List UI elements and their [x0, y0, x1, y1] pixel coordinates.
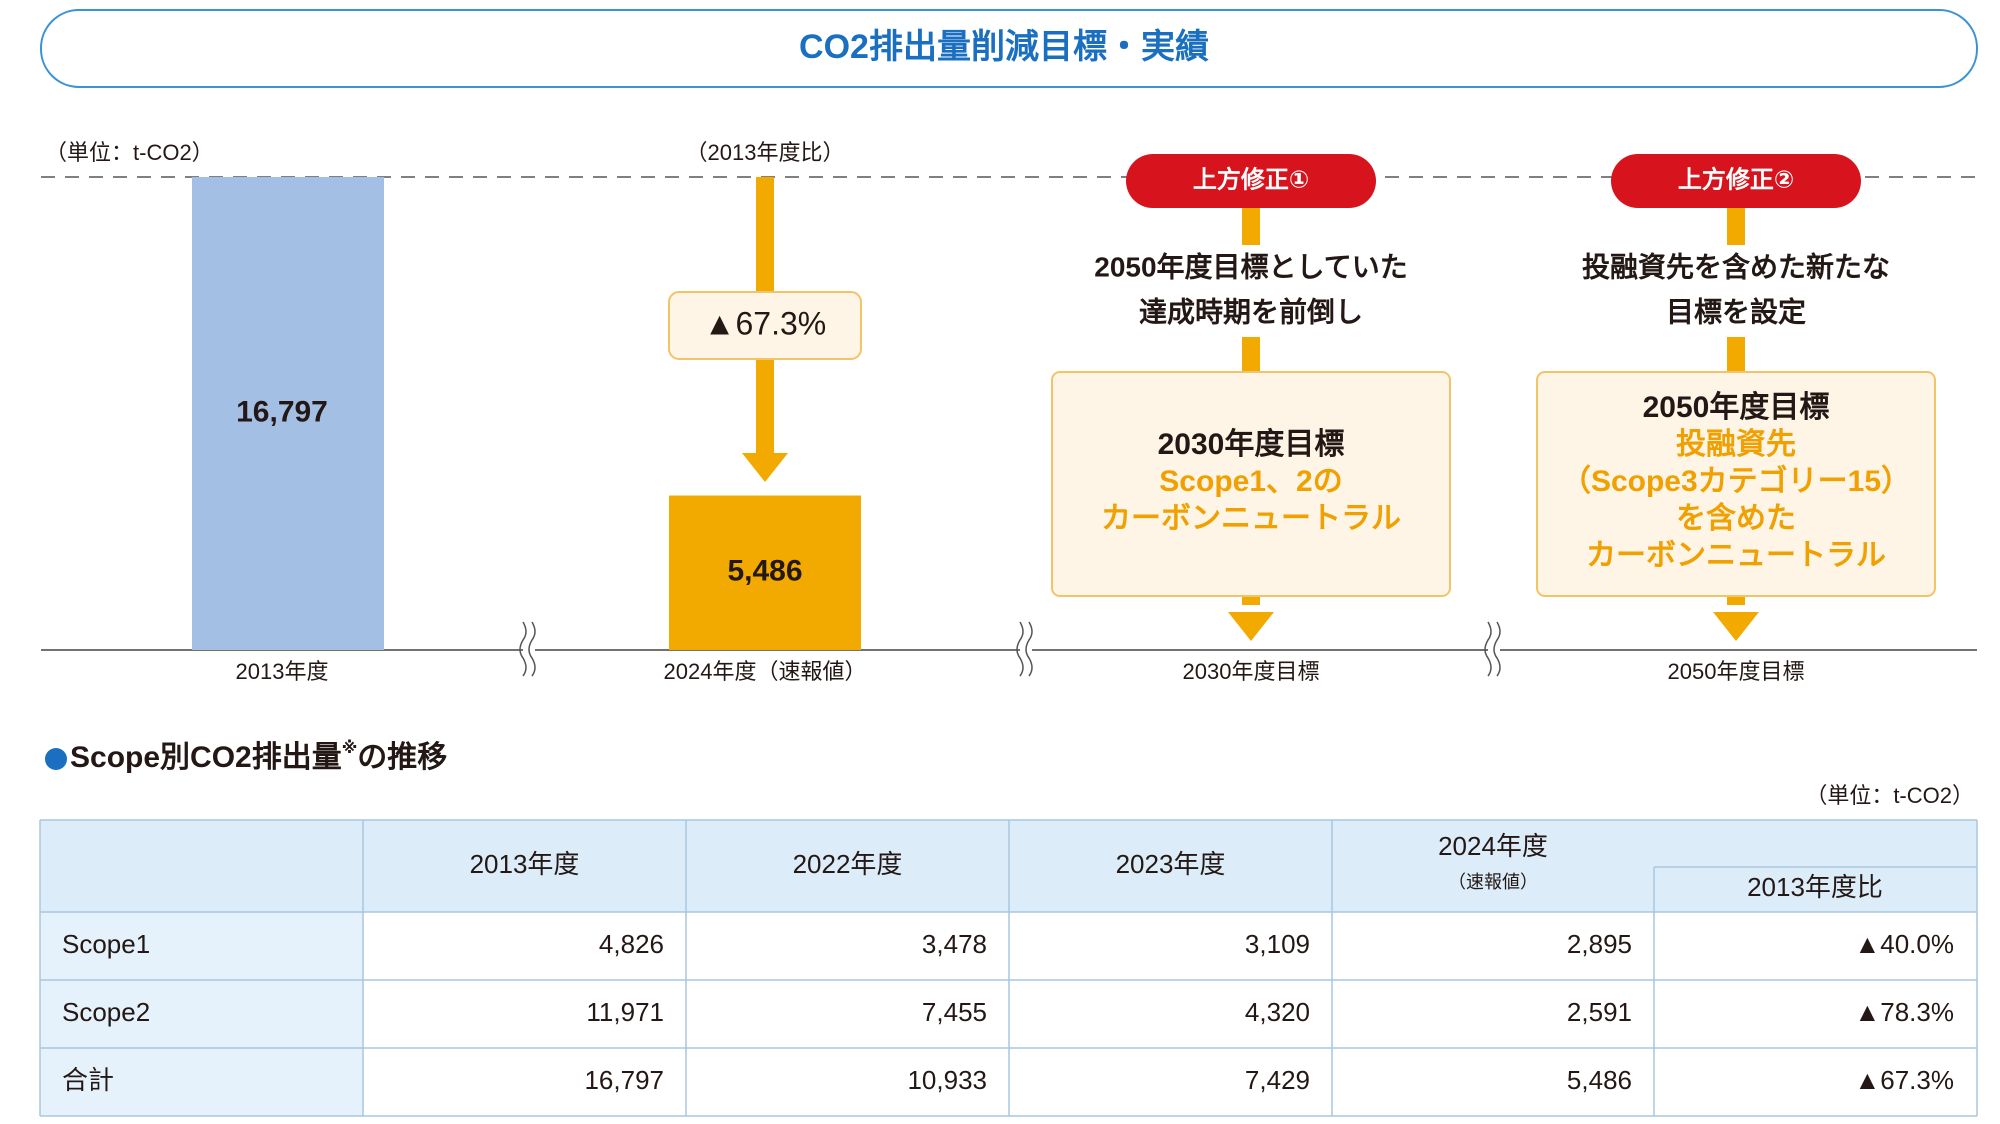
x-label: 2050年度目標: [1668, 659, 1805, 684]
cell: ▲78.3%: [1855, 997, 1954, 1027]
row-label: Scope2: [62, 997, 150, 1027]
column-header: 2013年度: [470, 849, 580, 879]
column-header: 2013年度比: [1747, 872, 1883, 902]
cell: ▲40.0%: [1855, 929, 1954, 959]
x-label: 2013年度: [236, 659, 329, 684]
row-label: 合計: [62, 1065, 114, 1095]
section-title-part: Scope別CO2排出量: [70, 741, 342, 774]
bar: [192, 177, 384, 650]
change-box: [668, 291, 862, 360]
title: CO2排出量削減目標・実績: [799, 28, 1209, 66]
row-header-bg: [40, 912, 363, 1116]
ratio-note: （2013年度比）: [686, 140, 845, 165]
section-title: Scope別CO2排出量※の推移: [70, 739, 447, 774]
column-header: 2022年度: [793, 849, 903, 879]
x-label: 2024年度（速報値）: [664, 659, 867, 684]
cell: 5,486: [1567, 1065, 1632, 1095]
column-header: 2024年度: [1438, 831, 1548, 861]
badge: [1611, 154, 1861, 208]
arrow-head: [742, 453, 788, 482]
cell: 10,933: [907, 1065, 987, 1095]
badge-label: 上方修正①: [1193, 165, 1309, 193]
unit-label: （単位：t-CO2）: [45, 140, 214, 165]
cell: 4,826: [599, 929, 664, 959]
cell: 7,429: [1245, 1065, 1310, 1095]
cell: 16,797: [584, 1065, 664, 1095]
cell: 7,455: [922, 997, 987, 1027]
cell: 2,895: [1567, 929, 1632, 959]
axis-break-line: [519, 621, 527, 677]
note: 2050年度目標としていた: [1094, 250, 1407, 282]
box-line: 投融資先: [1676, 428, 1796, 461]
arrow-head: [1228, 612, 1274, 641]
bar: [669, 495, 861, 650]
section-title-part: の推移: [357, 741, 447, 774]
axis-break-line: [1025, 621, 1033, 677]
cell: ▲67.3%: [1855, 1065, 1954, 1095]
cell: 3,109: [1245, 929, 1310, 959]
box-line: を含めた: [1676, 501, 1796, 535]
bullet: [45, 748, 67, 770]
axis-break-line: [528, 621, 536, 677]
cell: 3,478: [922, 929, 987, 959]
note: 達成時期を前倒し: [1139, 295, 1363, 327]
box-line: カーボンニュートラル: [1586, 539, 1886, 572]
bar-label: 16,797: [236, 395, 328, 428]
axis-break-line: [1484, 621, 1492, 677]
change-label: ▲67.3%: [704, 305, 826, 341]
note: 目標を設定: [1666, 295, 1806, 327]
cell: 11,971: [586, 997, 664, 1027]
note-bg: [1051, 245, 1451, 337]
unit-label: （単位：t-CO2）: [1805, 783, 1974, 808]
axis-break-line: [1016, 621, 1024, 677]
title-frame: [40, 9, 1978, 88]
box-line: （Scope3カテゴリー15）: [1561, 464, 1911, 498]
box-title: 2050年度目標: [1643, 391, 1830, 424]
row-label: Scope1: [62, 929, 150, 959]
note: 投融資先を含めた新たな: [1582, 250, 1890, 282]
section-title-part: ※: [342, 739, 358, 757]
arrow-head: [1713, 612, 1759, 641]
column-header: 2023年度: [1116, 849, 1226, 879]
cell: 2,591: [1567, 997, 1632, 1027]
target-box: [1536, 371, 1936, 597]
target-box: [1051, 371, 1451, 597]
badge: [1126, 154, 1376, 208]
axis-break-line: [1493, 621, 1501, 677]
box-line: Scope1、2の: [1159, 465, 1342, 498]
box-title: 2030年度目標: [1158, 428, 1345, 461]
box-line: カーボンニュートラル: [1101, 502, 1401, 535]
bar-label: 5,486: [727, 555, 802, 588]
column-note: （速報値）: [1448, 872, 1538, 892]
x-label: 2030年度目標: [1183, 659, 1320, 684]
badge-label: 上方修正②: [1678, 165, 1794, 193]
note-bg: [1536, 245, 1936, 337]
cell: 4,320: [1245, 997, 1310, 1027]
